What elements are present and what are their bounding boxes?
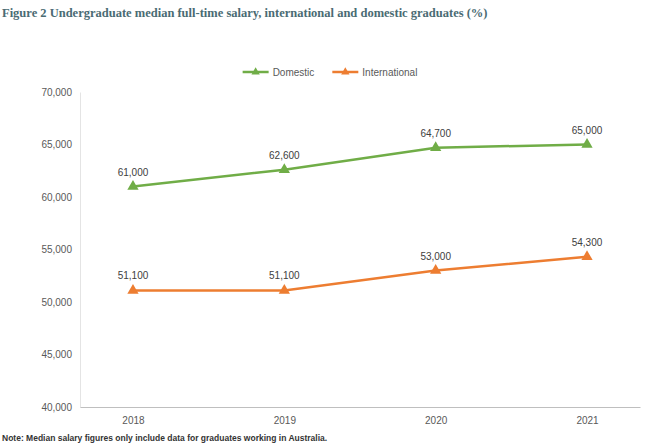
legend: Domestic International [243,67,418,78]
x-axis-line [81,407,641,408]
x-tick-label: 2021 [576,415,599,426]
y-tick: 55,000 [41,244,80,255]
data-label: 51,100 [269,270,300,281]
x-tick-label: 2019 [274,415,297,426]
series-marker [581,250,592,260]
y-tick: 65,000 [41,139,80,150]
series-line [133,257,587,291]
data-label: 53,000 [420,251,451,262]
series-marker [581,138,592,148]
x-tick-label: 2018 [122,415,145,426]
legend-marker [251,67,259,74]
data-label: 51,100 [118,270,149,281]
x-tick: 2019 [274,407,297,426]
series-marker [127,180,138,190]
data-label: 65,000 [572,125,603,136]
plot-area [127,138,592,294]
legend-item: International [332,67,417,78]
legend-item: Domestic [243,67,315,78]
legend-marker [341,67,349,74]
data-labels: 61,000 62,600 64,700 65,000 51,100 51,100 53,0… [118,125,603,282]
y-tick: 40,000 [41,402,80,413]
y-tick-label: 45,000 [41,349,72,360]
x-tick: 2020 [425,407,448,426]
x-tick: 2021 [576,407,599,426]
y-axis: 40,000 45,000 50,000 55,000 60,000 65,000 70,0… [41,87,80,413]
data-label: 54,300 [572,237,603,248]
y-tick-label: 40,000 [41,402,72,413]
legend-label: Domestic [273,67,315,78]
y-tick-label: 70,000 [41,87,72,98]
series [127,138,592,190]
y-tick-label: 60,000 [41,192,72,203]
legend-label: International [362,67,417,78]
series-marker [127,284,138,294]
data-label: 62,600 [269,150,300,161]
series-marker [430,264,441,274]
series-marker [430,141,441,151]
y-tick-label: 65,000 [41,139,72,150]
series [127,250,592,293]
x-tick-label: 2020 [425,415,448,426]
series-line [133,145,587,187]
y-tick: 70,000 [41,87,80,98]
chart: Figure 2 Undergraduate median full-time … [0,0,660,448]
data-label: 64,700 [420,128,451,139]
x-axis: 2018 2019 2020 2021 [81,407,641,426]
series-marker [279,163,290,173]
y-axis-line [80,93,81,408]
data-label: 61,000 [118,167,149,178]
y-tick: 45,000 [41,349,80,360]
y-tick: 50,000 [41,297,80,308]
series-marker [279,284,290,294]
title: Figure 2 Undergraduate median full-time … [2,6,488,20]
y-tick-label: 50,000 [41,297,72,308]
y-tick-label: 55,000 [41,244,72,255]
x-tick: 2018 [122,407,145,426]
note: Note: Median salary figures only include… [2,433,327,443]
y-tick: 60,000 [41,192,80,203]
